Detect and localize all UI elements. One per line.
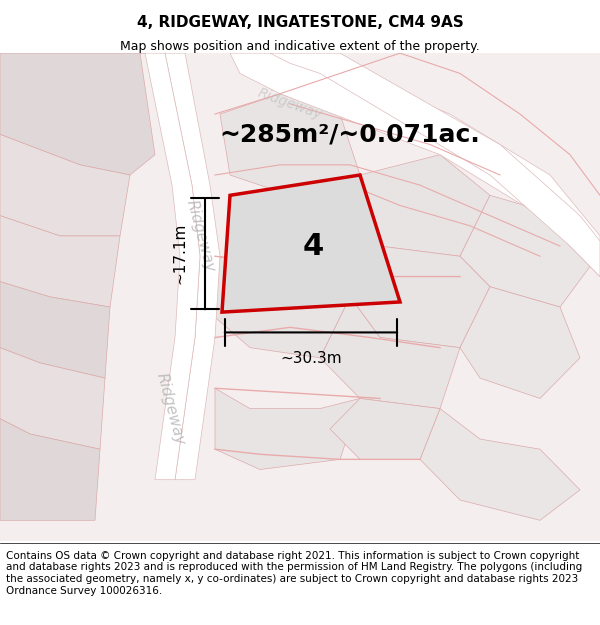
Polygon shape <box>155 53 220 480</box>
Polygon shape <box>0 53 155 175</box>
Polygon shape <box>230 53 600 276</box>
Polygon shape <box>0 134 130 236</box>
Text: ~30.3m: ~30.3m <box>280 351 342 366</box>
Polygon shape <box>222 175 400 312</box>
Polygon shape <box>0 282 110 378</box>
Polygon shape <box>320 297 460 409</box>
Text: Ridgeway: Ridgeway <box>183 198 217 274</box>
Polygon shape <box>350 246 490 348</box>
Text: Contains OS data © Crown copyright and database right 2021. This information is : Contains OS data © Crown copyright and d… <box>6 551 582 596</box>
Text: ~285m²/~0.071ac.: ~285m²/~0.071ac. <box>220 122 481 146</box>
Polygon shape <box>215 256 350 358</box>
Polygon shape <box>0 348 105 449</box>
Polygon shape <box>220 94 360 195</box>
Polygon shape <box>460 195 590 307</box>
Polygon shape <box>270 53 600 276</box>
Polygon shape <box>460 287 580 399</box>
Text: 4: 4 <box>302 232 323 261</box>
Polygon shape <box>0 419 100 520</box>
Text: 4, RIDGEWAY, INGATESTONE, CM4 9AS: 4, RIDGEWAY, INGATESTONE, CM4 9AS <box>137 15 463 30</box>
Polygon shape <box>140 53 200 480</box>
Polygon shape <box>420 409 580 520</box>
Polygon shape <box>340 154 490 256</box>
Polygon shape <box>0 216 120 307</box>
Text: Ridgeway: Ridgeway <box>256 86 324 122</box>
Text: ~17.1m: ~17.1m <box>172 223 187 284</box>
Polygon shape <box>330 399 440 459</box>
Polygon shape <box>215 388 360 469</box>
Text: Map shows position and indicative extent of the property.: Map shows position and indicative extent… <box>120 40 480 53</box>
Text: Ridgeway: Ridgeway <box>153 371 187 446</box>
